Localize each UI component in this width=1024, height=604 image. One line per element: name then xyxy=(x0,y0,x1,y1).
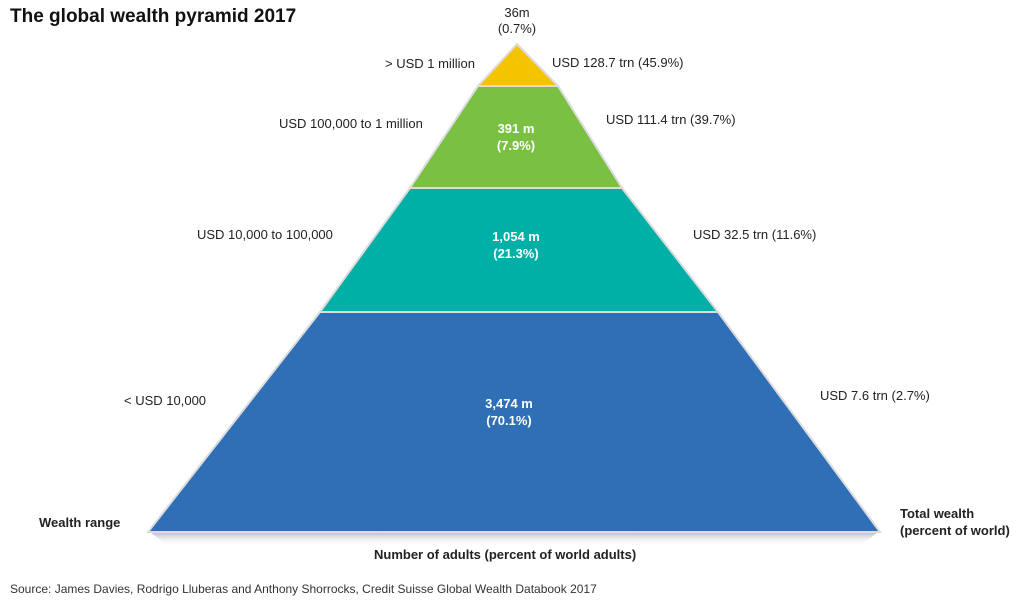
tier-top-adults-pct: (0.7%) xyxy=(497,21,537,36)
tier-bottom-range: < USD 10,000 xyxy=(124,393,207,408)
tier-top-adults: 36m (0.7%) xyxy=(486,5,548,37)
tier-upper-wealth: USD 111.4 trn (39.7%) xyxy=(606,112,736,127)
total-wealth-label-line2: (percent of world) xyxy=(900,523,1010,538)
tier-middle-wealth: USD 32.5 trn (11.6%) xyxy=(693,227,817,242)
tier-top-range: > USD 1 million xyxy=(385,56,475,71)
tier-upper-adults: 391 m (7.9%) xyxy=(466,120,566,154)
tier-upper-range: USD 100,000 to 1 million xyxy=(279,116,423,131)
source-note: Source: James Davies, Rodrigo Lluberas a… xyxy=(10,582,597,596)
tier-middle-adults-count: 1,054 m xyxy=(492,229,540,244)
tier-upper-adults-pct: (7.9%) xyxy=(496,138,536,153)
total-wealth-label: Total wealth (percent of world) xyxy=(900,505,1010,539)
tier-middle-range: USD 10,000 to 100,000 xyxy=(197,227,333,242)
wealth-range-label: Wealth range xyxy=(39,515,121,530)
tier-upper-adults-count: 391 m xyxy=(497,121,535,136)
tier-bottom-adults-count: 3,474 m xyxy=(485,396,533,411)
pyramid-shadow xyxy=(150,532,878,546)
total-wealth-label-line1: Total wealth xyxy=(900,506,975,521)
number-of-adults-label: Number of adults (percent of world adult… xyxy=(374,547,637,562)
tier-top-segment xyxy=(475,42,561,87)
tier-middle-adults-pct: (21.3%) xyxy=(493,246,539,261)
tier-bottom-adults-pct: (70.1%) xyxy=(486,413,532,428)
tier-top-adults-count: 36m xyxy=(504,5,530,20)
tier-middle-adults: 1,054 m (21.3%) xyxy=(466,228,566,262)
tier-bottom-wealth: USD 7.6 trn (2.7%) xyxy=(820,388,930,403)
tier-top-wealth: USD 128.7 trn (45.9%) xyxy=(552,55,684,70)
tier-bottom-adults: 3,474 m (70.1%) xyxy=(459,395,559,429)
page-title: The global wealth pyramid 2017 xyxy=(10,6,297,27)
